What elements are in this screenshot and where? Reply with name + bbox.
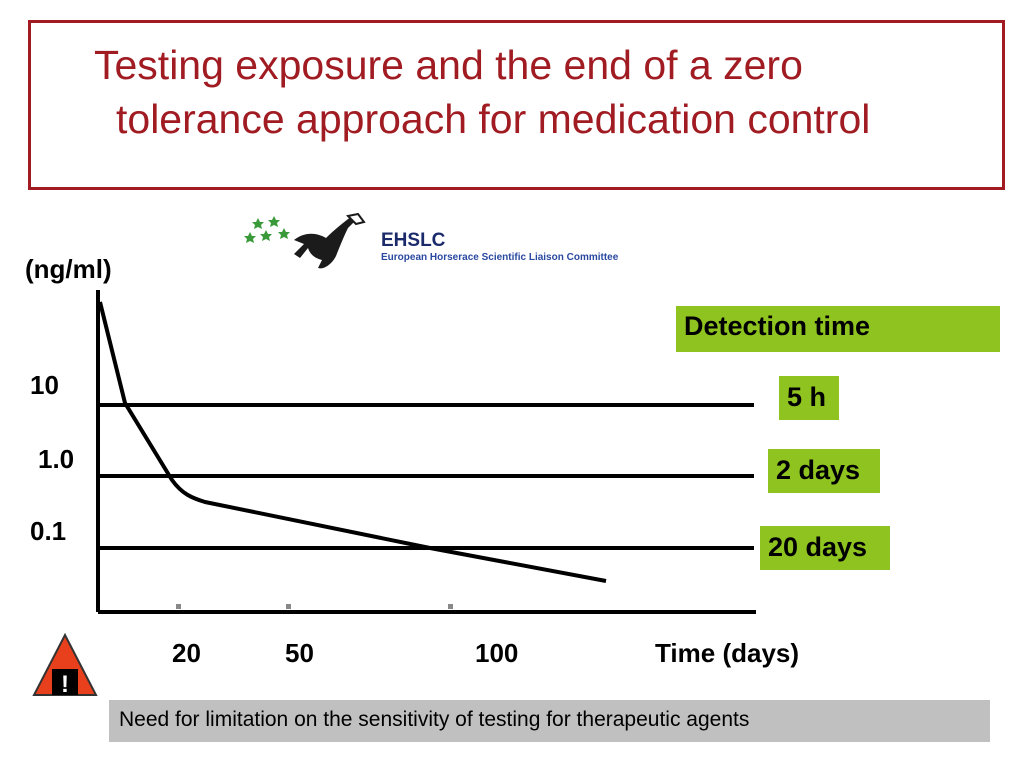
x-tick-mark [448,604,453,609]
y-tick-label: 0.1 [30,516,67,546]
y-tick-label: 10 [30,370,59,400]
x-tick-mark [176,604,181,609]
sensitivity-note: Need for limitation on the sensitivity o… [109,700,990,742]
detection-badge-2days: 2 days [768,449,880,493]
title-box [28,20,1005,190]
warning-triangle-icon: ! [32,633,98,698]
x-tick-mark [286,604,291,609]
detection-badge-20days: 20 days [760,526,890,570]
x-tick-label: 50 [285,638,314,668]
concentration-curve [98,301,607,583]
x-axis-label: Time (days) [655,638,800,668]
logo-name: EHSLC [381,230,446,251]
x-tick-label: 20 [172,638,201,668]
y-axis-unit: (ng/ml) [25,254,112,284]
title-line-2: tolerance approach for medication contro… [116,96,871,142]
x-tick-label: 100 [475,638,519,668]
slide-title: Testing exposure and the end of a zero t… [80,38,960,146]
y-tick-label: 1.0 [38,444,75,474]
detection-badge-5h: 5 h [779,376,839,420]
title-line-1: Testing exposure and the end of a zero [94,42,803,88]
ehslc-logo: EHSLC European Horserace Scientific Liai… [244,210,674,280]
logo-subtitle: European Horserace Scientific Liaison Co… [381,252,619,263]
detection-time-header: Detection time [676,306,1000,352]
horse-stars-logo-icon [244,212,366,269]
warning-symbol: ! [61,671,69,698]
